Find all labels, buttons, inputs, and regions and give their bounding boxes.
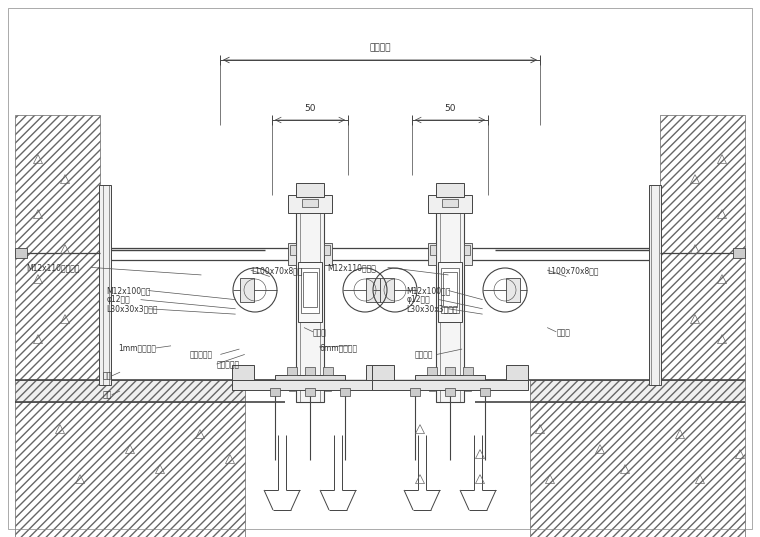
Text: φ12垫圈: φ12垫圈 — [106, 295, 130, 304]
Bar — [298, 262, 322, 322]
Bar — [464, 243, 472, 265]
Text: M12x110高强螺栓: M12x110高强螺栓 — [27, 263, 80, 272]
Text: 6mm钢板后壁: 6mm钢板后壁 — [319, 344, 357, 352]
Bar — [506, 365, 528, 380]
Bar — [427, 367, 437, 375]
Bar — [366, 278, 380, 302]
Bar — [290, 245, 296, 255]
Bar — [429, 387, 435, 391]
Text: 分格尺寸: 分格尺寸 — [369, 43, 391, 52]
Text: 防水: 防水 — [103, 390, 112, 399]
Bar — [438, 262, 462, 322]
Bar — [15, 380, 245, 402]
Text: M12x100螺栓: M12x100螺栓 — [106, 286, 150, 295]
Text: 封钉: 封钉 — [103, 372, 112, 380]
Bar — [428, 195, 472, 213]
Bar — [288, 243, 296, 265]
Bar — [442, 199, 458, 207]
Bar — [506, 278, 520, 302]
Bar — [733, 248, 745, 258]
Bar — [441, 268, 459, 313]
Bar — [372, 365, 394, 380]
Bar — [447, 387, 453, 391]
Text: M12x100螺栓: M12x100螺栓 — [407, 286, 451, 295]
Bar — [15, 248, 27, 258]
Bar — [270, 388, 280, 396]
Bar — [428, 243, 436, 265]
Text: L100x70x8角钢: L100x70x8角钢 — [547, 267, 599, 275]
Bar — [445, 367, 455, 375]
Bar — [436, 195, 464, 402]
Bar — [302, 199, 318, 207]
Bar — [324, 243, 332, 265]
Bar — [287, 367, 297, 375]
Bar — [649, 185, 661, 385]
Text: 50: 50 — [304, 104, 315, 113]
Text: 橡皮垫: 橡皮垫 — [313, 329, 327, 337]
Bar — [296, 183, 324, 197]
Bar — [289, 387, 295, 391]
Bar — [323, 367, 333, 375]
Bar — [340, 388, 350, 396]
Text: 一次密封胶: 一次密封胶 — [217, 361, 239, 369]
Bar — [301, 268, 319, 313]
Bar — [305, 388, 315, 396]
Bar — [232, 365, 254, 380]
Bar — [15, 380, 245, 537]
Bar — [530, 380, 745, 537]
Bar — [325, 387, 331, 391]
Text: M12x110钢锚栓: M12x110钢锚栓 — [327, 263, 375, 272]
Bar — [480, 388, 490, 396]
Bar — [530, 380, 745, 402]
Bar — [660, 115, 745, 380]
Text: 50: 50 — [445, 104, 456, 113]
Bar — [445, 388, 455, 396]
Bar — [464, 245, 470, 255]
Text: L100x70x8角钢: L100x70x8角钢 — [251, 267, 302, 275]
Bar — [366, 365, 388, 380]
Bar — [430, 245, 436, 255]
Bar — [372, 380, 528, 390]
Bar — [324, 245, 330, 255]
Bar — [240, 278, 254, 302]
Text: L30x30x3钢角件: L30x30x3钢角件 — [106, 304, 158, 313]
Text: 橡皮垫: 橡皮垫 — [556, 329, 570, 337]
Bar — [275, 375, 345, 387]
Bar — [15, 115, 100, 380]
Bar — [296, 195, 324, 402]
Text: 内外止水: 内外止水 — [414, 350, 432, 359]
Bar — [463, 367, 473, 375]
Bar — [410, 388, 420, 396]
Bar — [436, 183, 464, 197]
Text: L30x30x3钢角件: L30x30x3钢角件 — [407, 304, 458, 313]
Text: 橡胶密封条: 橡胶密封条 — [190, 350, 213, 359]
Bar — [465, 387, 471, 391]
Bar — [443, 272, 457, 307]
Bar — [303, 272, 317, 307]
Bar — [307, 387, 313, 391]
Text: φ12垫圈: φ12垫圈 — [407, 295, 430, 304]
Bar — [415, 375, 485, 387]
Bar — [380, 278, 394, 302]
Bar — [305, 367, 315, 375]
Bar — [99, 185, 111, 385]
Text: 1mm不锈钢板: 1mm不锈钢板 — [118, 344, 156, 352]
Bar — [288, 195, 332, 213]
Bar — [232, 380, 388, 390]
